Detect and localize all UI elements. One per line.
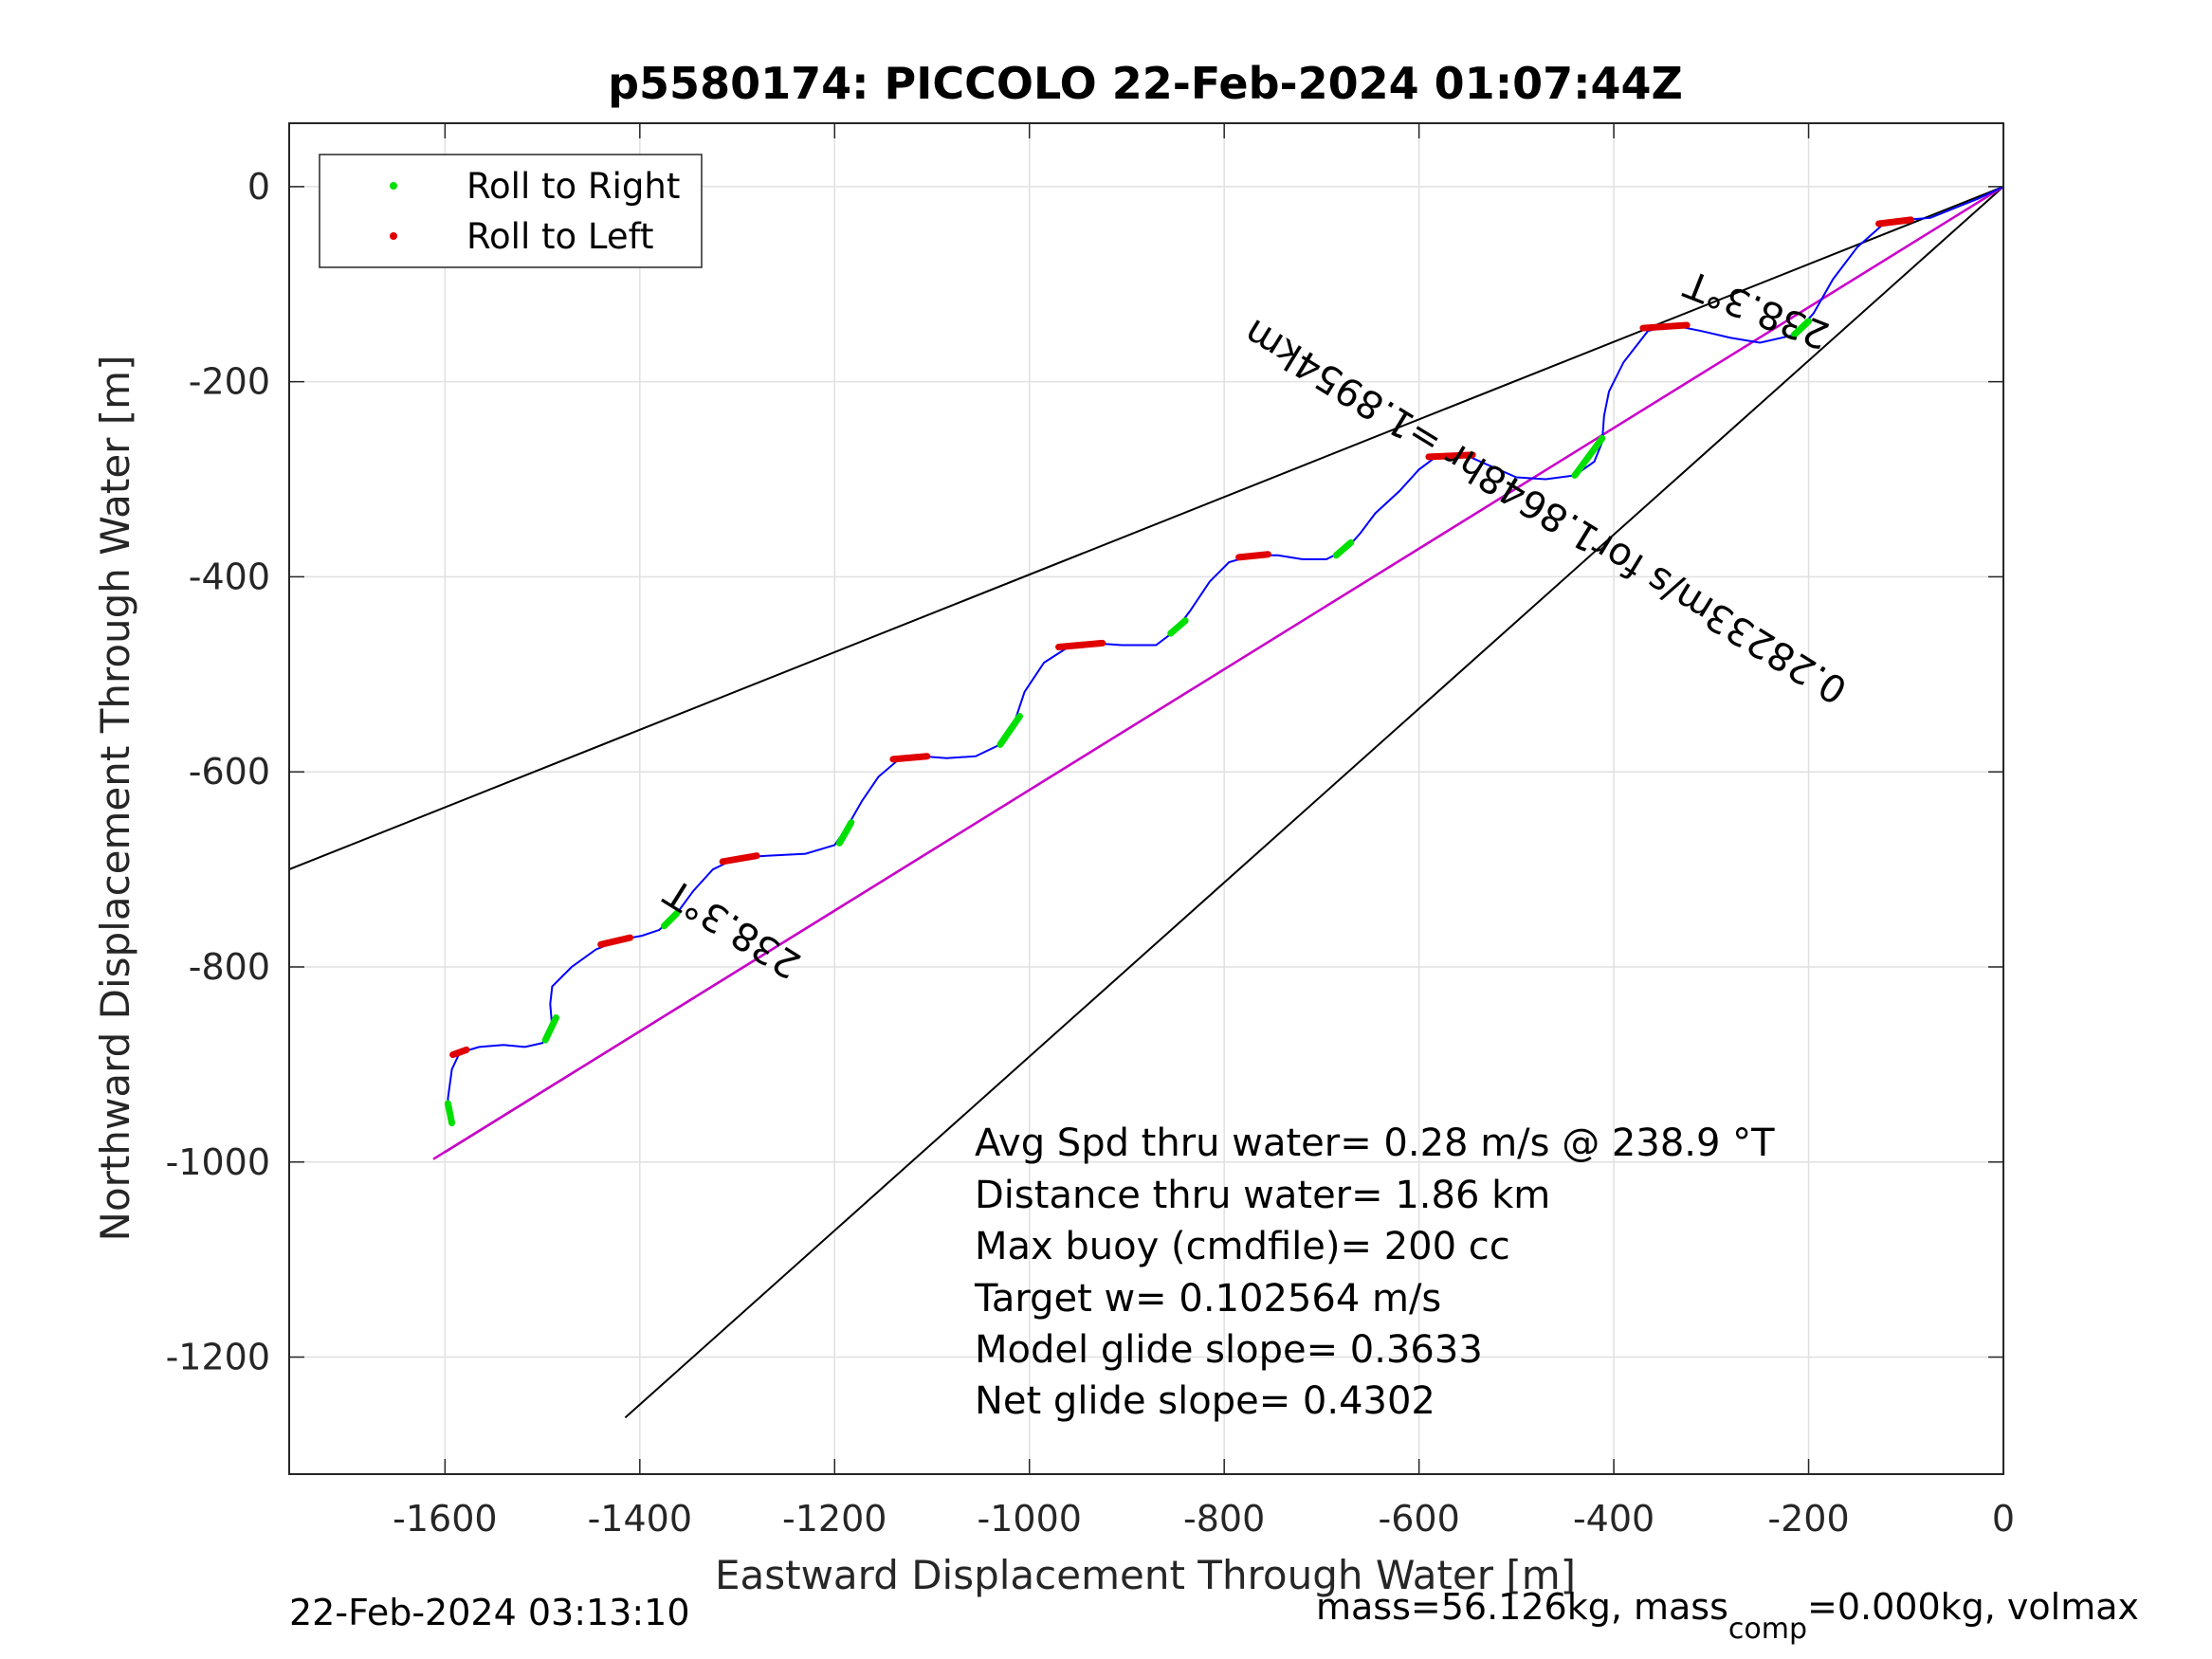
- x-tick-label: -1200: [782, 1498, 887, 1540]
- footer-mass-sub: comp: [1728, 1613, 1807, 1646]
- guide-line: [288, 185, 2004, 871]
- plot-frame: [288, 122, 2004, 1475]
- legend-box: [319, 154, 703, 268]
- y-tick-label: 0: [247, 166, 270, 208]
- roll-right-segment: [444, 1100, 456, 1127]
- net-glide-line: [432, 185, 2004, 1160]
- roll-left-segment: [1055, 639, 1106, 651]
- footer-mass: mass=56.126kg, masscomp=0.000kg, volmax: [1316, 1586, 2139, 1646]
- stat-net-glide: Net glide slope= 0.4302: [975, 1379, 1435, 1423]
- y-ticks: 0 -200 -400 -600 -800 -1000 -1200: [166, 166, 2003, 1378]
- x-tick-label: -1000: [978, 1498, 1082, 1540]
- y-tick-label: -1200: [166, 1337, 270, 1378]
- stat-target-w: Target w= 0.102564 m/s: [974, 1277, 1441, 1321]
- x-tick-label: -200: [1767, 1498, 1849, 1540]
- guide-line: [624, 186, 2004, 1419]
- stats-block: Avg Spd thru water= 0.28 m/s @ 238.9 °T …: [974, 1121, 1775, 1423]
- x-tick-label: 0: [1992, 1498, 2015, 1540]
- stat-max-buoy: Max buoy (cmdfile)= 200 cc: [975, 1225, 1510, 1268]
- roll-left-segment: [719, 852, 760, 866]
- stat-model-glide: Model glide slope= 0.3633: [975, 1328, 1483, 1372]
- y-tick-label: -400: [189, 556, 270, 597]
- footer-mass-suffix: =0.000kg, volmax: [1807, 1586, 2139, 1628]
- roll-right-segment: [661, 909, 681, 930]
- legend-label-roll-left: Roll to Left: [466, 216, 654, 257]
- roll-right-segment: [996, 713, 1023, 748]
- roll-left-segment: [1875, 216, 1914, 228]
- x-tick-label: -1600: [393, 1498, 497, 1540]
- roll-left-segment: [1639, 321, 1691, 332]
- footer-timestamp: 22-Feb-2024 03:13:10: [289, 1592, 690, 1633]
- roll-left-segment: [449, 1046, 470, 1059]
- x-tick-label: -1400: [588, 1498, 692, 1540]
- roll-segments: [444, 216, 1914, 1127]
- y-tick-label: -600: [189, 751, 270, 793]
- roll-right-segment: [541, 1013, 559, 1044]
- roll-left-segment: [889, 753, 931, 763]
- legend-label-roll-right: Roll to Right: [466, 166, 680, 207]
- legend: Roll to Right Roll to Left: [319, 154, 703, 268]
- x-axis-label: Eastward Displacement Through Water [m]: [715, 1552, 1576, 1598]
- roll-left-segment: [1235, 551, 1271, 561]
- stat-avg-speed: Avg Spd thru water= 0.28 m/s @ 238.9 °T: [975, 1121, 1775, 1165]
- legend-marker-roll-left: [390, 232, 397, 240]
- legend-marker-roll-right: [390, 182, 397, 190]
- y-tick-label: -1000: [166, 1141, 270, 1183]
- roll-right-segment: [1167, 617, 1189, 637]
- plot-background: [289, 123, 2003, 1474]
- roll-left-segment: [597, 934, 634, 948]
- x-ticks: -1600 -1400 -1200 -1000 -800 -600 -400 -200 0: [393, 123, 2015, 1540]
- footer-mass-prefix: mass=56.126kg, mass: [1316, 1586, 1728, 1628]
- roll-right-segment: [1332, 538, 1355, 559]
- x-tick-label: -600: [1379, 1498, 1460, 1540]
- net-glide-segment: [432, 185, 2004, 1160]
- roll-right-segment: [1790, 318, 1813, 338]
- plot-area: -1600 -1400 -1200 -1000 -800 -600 -400 -200 0 0-…: [166, 122, 2015, 1540]
- y-axis-label: Northward Displacement Through Water [m]: [92, 356, 138, 1242]
- stat-distance: Distance thru water= 1.86 km: [975, 1174, 1550, 1217]
- x-tick-label: -400: [1573, 1498, 1654, 1540]
- roll-right-segment: [1571, 434, 1606, 479]
- roll-left-segment: [1425, 451, 1476, 461]
- y-tick-label: -200: [189, 361, 270, 403]
- chart-title: p5580174: PICCOLO 22-Feb-2024 01:07:44Z: [608, 58, 1683, 109]
- roll-right-segment: [835, 819, 855, 847]
- x-tick-label: -800: [1183, 1498, 1265, 1540]
- y-tick-label: -800: [189, 946, 270, 988]
